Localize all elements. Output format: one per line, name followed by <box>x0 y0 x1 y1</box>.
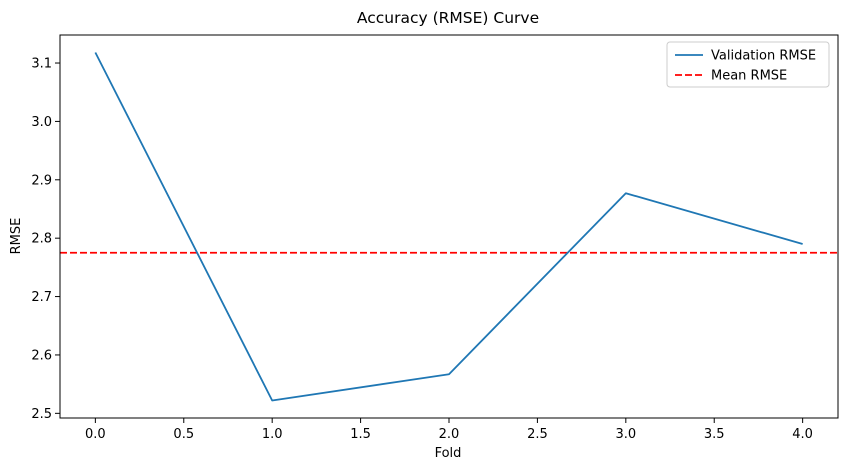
y-axis-label: RMSE <box>9 218 24 255</box>
y-tick-label: 2.9 <box>31 173 52 188</box>
x-tick-label: 1.0 <box>262 427 283 442</box>
x-tick-label: 4.0 <box>792 427 813 442</box>
y-tick-label: 2.8 <box>31 232 52 247</box>
legend-box <box>666 41 830 88</box>
x-axis-ticks: 0.0 0.5 1.0 1.5 2.0 2.5 3.0 3.5 4.0 <box>85 418 813 442</box>
x-axis-label: Fold <box>435 446 462 461</box>
y-tick-label: 2.7 <box>31 290 52 305</box>
x-tick-label: 0.0 <box>85 427 106 442</box>
chart-title: Accuracy (RMSE) Curve <box>357 9 539 27</box>
y-tick-label: 3.0 <box>31 115 52 130</box>
validation-rmse-line <box>94 52 803 402</box>
x-tick-label: 3.0 <box>615 427 636 442</box>
x-tick-label: 0.5 <box>173 427 194 442</box>
y-tick-label: 3.1 <box>31 57 52 72</box>
x-tick-label: 1.5 <box>350 427 371 442</box>
x-tick-label: 2.0 <box>439 427 460 442</box>
legend-label-mean-rmse: Mean RMSE <box>711 69 787 84</box>
legend: Validation RMSE Mean RMSE <box>666 41 830 88</box>
x-tick-label: 3.5 <box>704 427 725 442</box>
legend-label-validation-rmse: Validation RMSE <box>711 49 816 64</box>
y-tick-label: 2.6 <box>31 348 52 363</box>
y-tick-label: 2.5 <box>31 407 52 422</box>
x-tick-label: 2.5 <box>527 427 548 442</box>
y-axis-ticks: 2.5 2.6 2.7 2.8 2.9 3.0 3.1 <box>31 57 60 422</box>
